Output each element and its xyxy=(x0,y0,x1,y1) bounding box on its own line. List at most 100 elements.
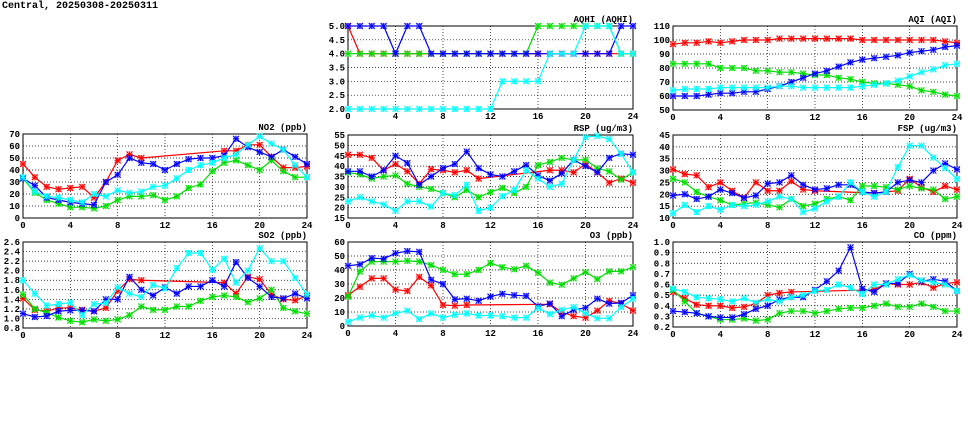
data-point-box xyxy=(570,304,577,310)
data-point xyxy=(776,82,783,90)
x-tick-label: 0 xyxy=(20,221,25,231)
data-point xyxy=(244,161,252,169)
data-point xyxy=(558,170,566,177)
x-tick-label: 12 xyxy=(485,112,496,122)
data-point xyxy=(90,316,98,323)
data-point-box xyxy=(594,307,601,314)
data-point xyxy=(126,154,133,162)
data-point-box xyxy=(776,204,783,211)
data-point xyxy=(392,258,399,265)
data-point xyxy=(929,66,937,73)
data-point-box xyxy=(788,294,795,300)
data-point-box xyxy=(20,291,26,298)
data-point-box xyxy=(67,197,74,203)
data-point xyxy=(546,22,554,30)
data-point xyxy=(570,156,577,164)
data-point xyxy=(55,307,62,315)
data-point-box xyxy=(594,133,601,139)
data-point xyxy=(173,175,181,182)
data-point xyxy=(681,294,689,302)
data-point xyxy=(380,173,387,180)
data-point-box xyxy=(618,304,624,310)
x-tick-label: 20 xyxy=(904,330,915,340)
data-point xyxy=(102,304,110,312)
data-point xyxy=(894,303,902,311)
data-point xyxy=(475,175,482,182)
data-point-box xyxy=(380,167,387,174)
data-point-box xyxy=(800,308,806,314)
data-point-box xyxy=(452,161,458,167)
data-point-box xyxy=(895,37,901,43)
data-point xyxy=(953,60,961,68)
data-point xyxy=(463,301,471,309)
data-point xyxy=(78,203,86,211)
data-point-box xyxy=(404,307,411,314)
data-point xyxy=(570,275,577,282)
data-point xyxy=(66,203,74,211)
data-point xyxy=(31,188,39,195)
data-point xyxy=(268,257,275,265)
data-point xyxy=(582,50,589,58)
data-point xyxy=(882,300,890,307)
data-point-box xyxy=(256,133,263,140)
data-point xyxy=(799,74,807,82)
data-point xyxy=(764,180,772,187)
data-point xyxy=(894,52,902,59)
data-point xyxy=(268,140,275,147)
data-point xyxy=(404,167,411,175)
data-point-box xyxy=(824,287,830,293)
data-point-box xyxy=(464,167,470,174)
data-point xyxy=(941,164,949,172)
data-point xyxy=(740,315,748,322)
data-point xyxy=(870,54,878,62)
data-point xyxy=(728,304,736,312)
series-line xyxy=(22,276,308,312)
data-point xyxy=(220,292,228,299)
data-point-box xyxy=(729,65,735,71)
data-point-box xyxy=(930,47,937,53)
data-point-box xyxy=(753,317,759,324)
data-point-box xyxy=(43,313,50,319)
data-point xyxy=(291,296,299,304)
data-point xyxy=(546,166,554,174)
data-point xyxy=(522,183,530,191)
data-point xyxy=(764,201,772,209)
data-point-box xyxy=(404,258,411,264)
data-point xyxy=(570,168,577,176)
data-point xyxy=(941,281,949,288)
data-point-box xyxy=(906,142,913,149)
y-tick-label: 80 xyxy=(659,64,670,74)
data-point-box xyxy=(499,264,506,270)
data-point-box xyxy=(847,197,854,203)
data-point xyxy=(356,167,364,175)
data-point xyxy=(220,154,228,162)
data-point-box xyxy=(416,50,422,57)
y-tick-label: 4.5 xyxy=(329,36,345,46)
data-point xyxy=(303,291,311,298)
data-point-box xyxy=(705,313,712,320)
data-point-box xyxy=(209,277,216,283)
data-point-box xyxy=(304,291,310,298)
data-point xyxy=(114,284,122,291)
data-point-box xyxy=(369,312,375,319)
y-tick-label: 50 xyxy=(659,106,670,116)
data-point xyxy=(811,35,819,42)
x-tick-label: 24 xyxy=(628,221,639,231)
data-point xyxy=(605,300,613,307)
data-point xyxy=(208,167,216,175)
data-point-box xyxy=(812,186,818,193)
data-point-box xyxy=(197,283,204,290)
data-point-box xyxy=(79,199,85,206)
y-tick-label: 0.5 xyxy=(654,291,670,301)
data-point xyxy=(232,157,240,164)
data-point xyxy=(799,70,807,77)
data-point-box xyxy=(800,203,806,209)
data-point-box xyxy=(197,181,204,188)
data-point-box xyxy=(895,77,901,84)
data-point xyxy=(823,84,831,91)
data-point xyxy=(368,275,376,282)
data-point-box xyxy=(511,266,517,273)
x-tick-label: 8 xyxy=(765,113,770,123)
data-point xyxy=(629,22,637,30)
data-point-box xyxy=(138,160,145,166)
